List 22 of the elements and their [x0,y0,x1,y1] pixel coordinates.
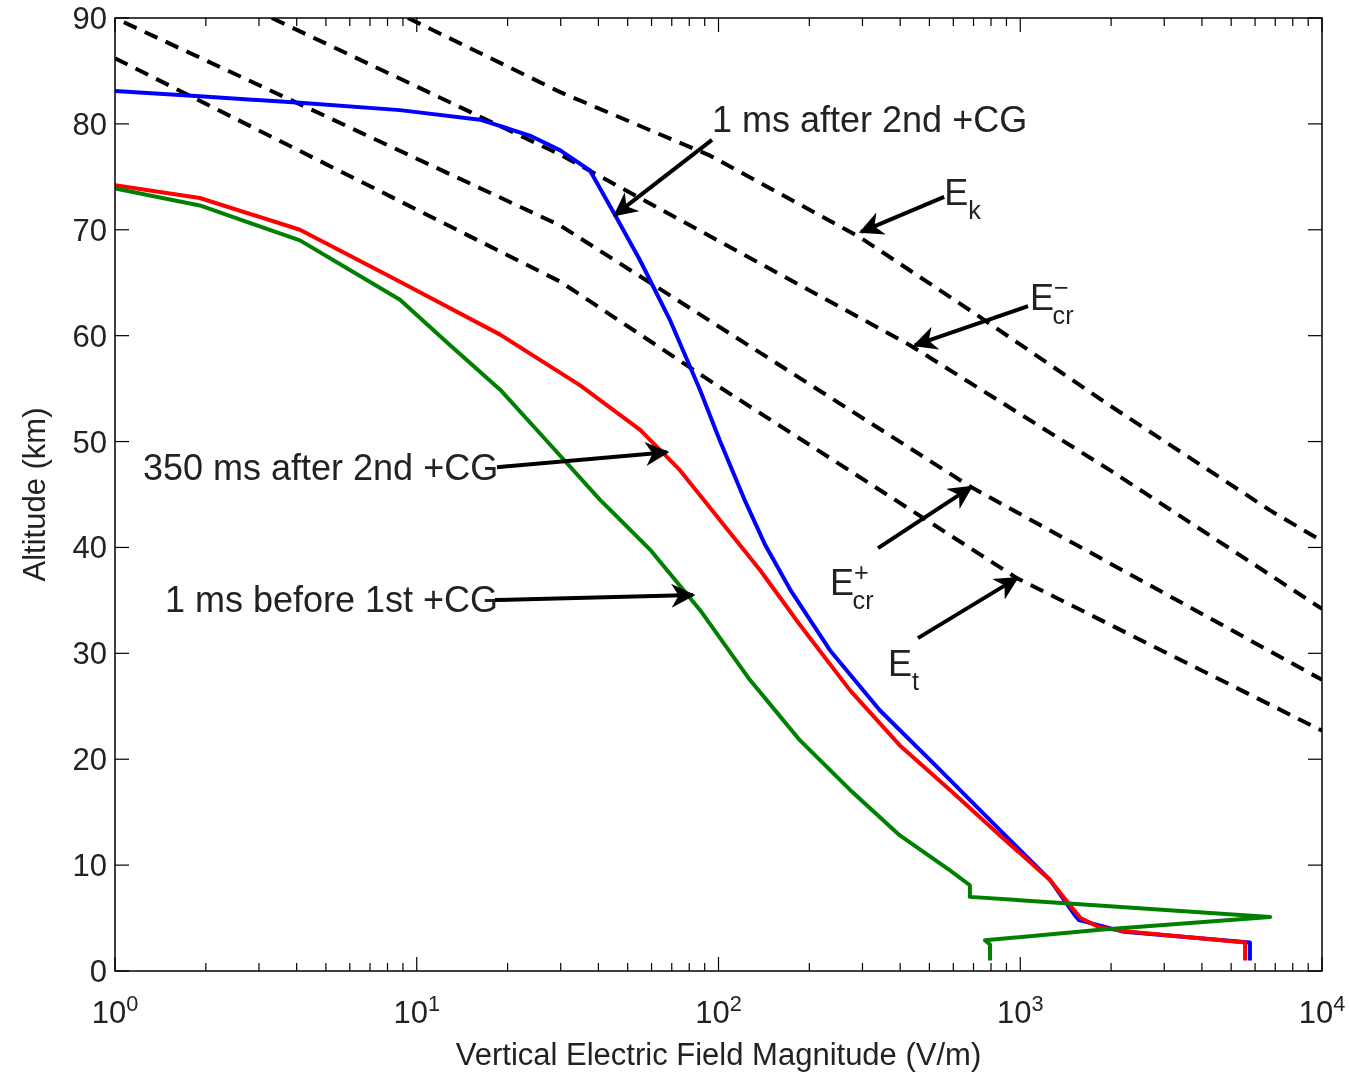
y-tick-label: 70 [72,212,107,248]
y-tick-label: 0 [89,954,107,989]
annotation: 1 ms before 1st +CG [164,579,499,621]
x-tick-label: 10$^{3}$ [996,990,1044,1030]
x-tick-label: 10$^{2}$ [695,990,742,1030]
y-tick-label: 10 [72,848,107,884]
x-tick-label: 10$^{4}$ [1298,990,1346,1030]
annotation: 1 ms after 2nd +CG [712,98,1028,140]
x-axis-title: Vertical Electric Field Magnitude (V/m) [455,1037,982,1072]
y-tick-label: 60 [72,318,107,354]
y-tick-label: 30 [72,636,107,672]
y-tick-label: 90 [72,1,107,36]
y-tick-label: 50 [72,424,107,460]
x-tick-label: 10$^{0}$ [91,990,139,1030]
annotation: E$_{t}$ [887,643,919,696]
y-tick-label: 80 [72,106,107,142]
y-axis-title: Altitude (km) [17,407,52,582]
x-tick-label: 10$^{1}$ [393,990,441,1030]
y-tick-label: 40 [72,530,107,566]
annotation: E$_{k}$ [944,171,982,224]
annotation: 350 ms after 2nd +CG [142,447,499,489]
y-tick-label: 20 [72,742,107,778]
